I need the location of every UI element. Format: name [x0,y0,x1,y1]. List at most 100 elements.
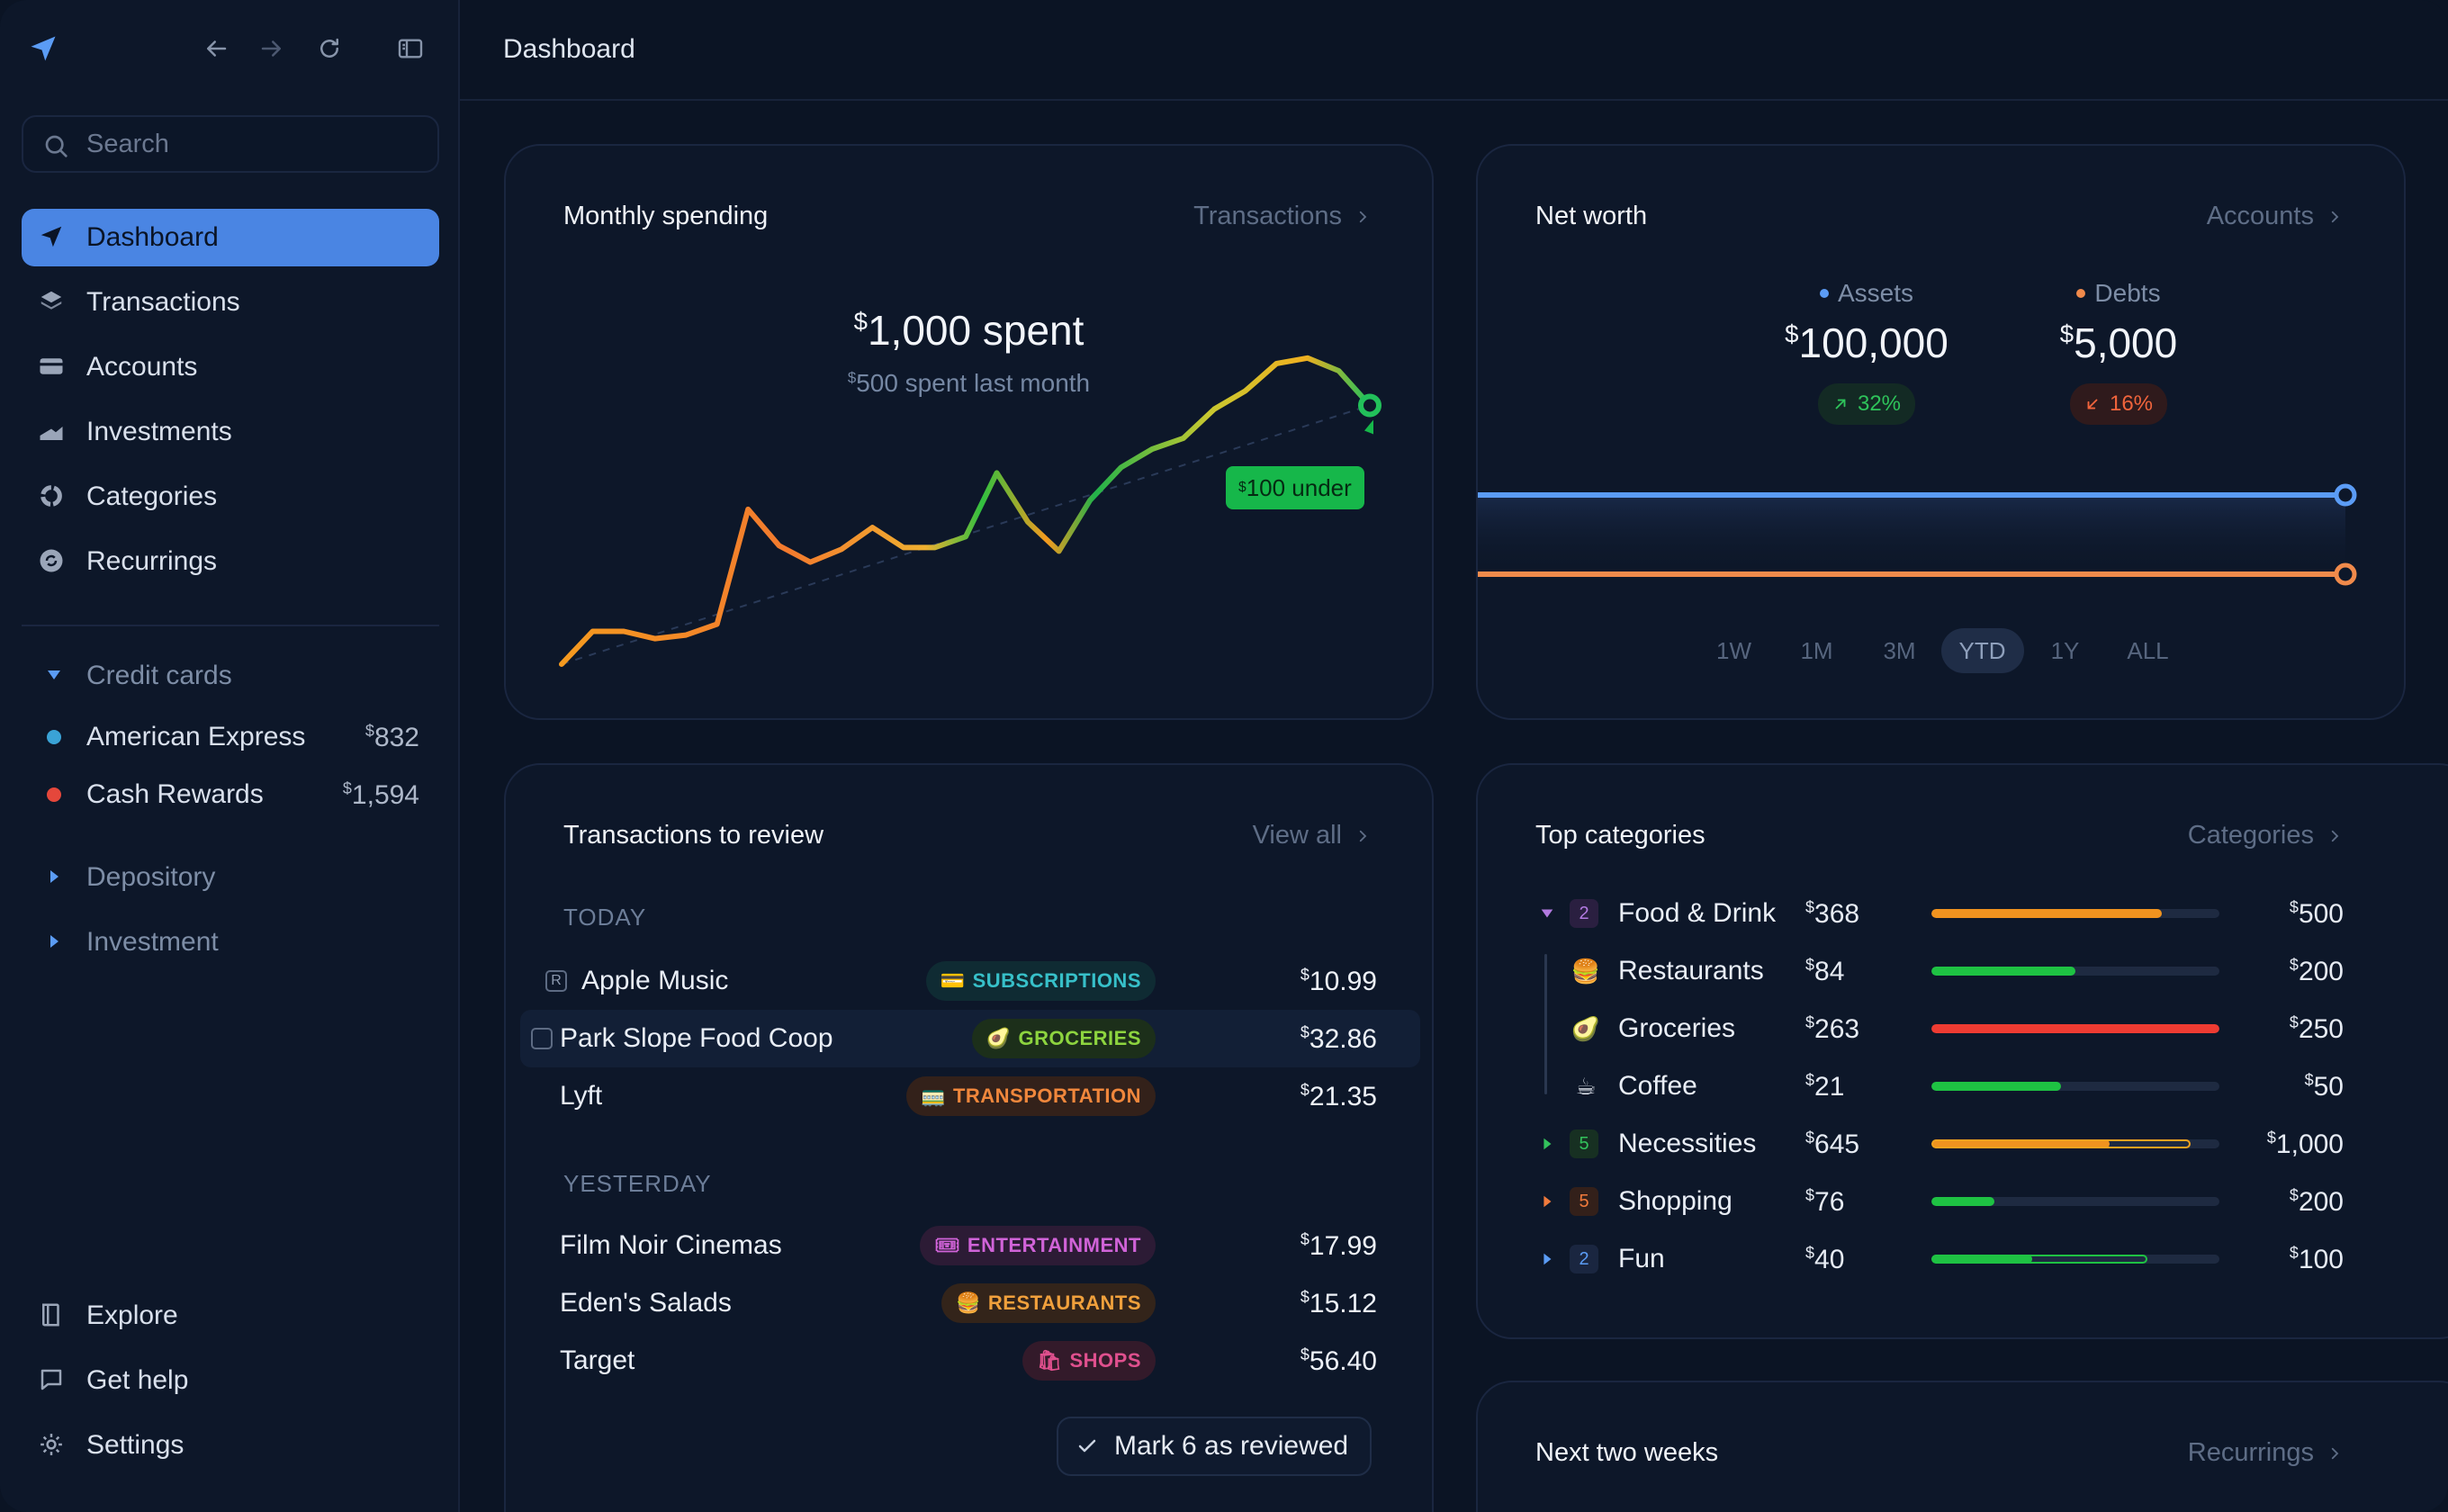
transaction-row[interactable]: Eden's Salads 🍔 RESTAURANTS $15.12 [520,1274,1420,1332]
account-cash-rewards[interactable]: Cash Rewards $1,594 [22,772,439,817]
category-tag[interactable]: 🛍 SHOPS [1022,1341,1156,1381]
card-title: Top categories [1535,821,1706,850]
view-all-link[interactable]: View all [1253,821,1371,850]
page-header: Dashboard [460,0,2448,101]
debts-value: 5,000 [2074,320,2178,366]
subcategory-guide-line [1544,954,1547,1094]
nav-recurrings[interactable]: Recurrings [22,533,439,590]
transaction-row[interactable]: Film Noir Cinemas 🎟 ENTERTAINMENT $17.99 [520,1217,1420,1274]
nav-get-help[interactable]: Get help [22,1352,439,1409]
debts-dot [2076,289,2086,298]
range-1w[interactable]: 1W [1716,636,1751,664]
group-credit-cards[interactable]: Credit cards [22,653,439,698]
category-row[interactable]: 🥑 Groceries $263 $250 [1534,1006,2344,1051]
spent-value: 40 [1814,1244,1845,1274]
arrow-up-right-icon [1835,399,1846,410]
category-budget: $100 [2289,1243,2344,1274]
nav-transactions[interactable]: Transactions [22,274,439,331]
category-row[interactable]: 2 Food & Drink $368 $500 [1534,891,2344,936]
section-today: TODAY [563,904,647,931]
nav-settings[interactable]: Settings [22,1417,439,1474]
category-tag[interactable]: 🥑 GROCERIES [971,1019,1156,1058]
nav-explore[interactable]: Explore [22,1287,439,1345]
projected-outline [1931,1255,2147,1264]
spent-value: 1,000 spent [867,307,1084,354]
group-investment[interactable]: Investment [22,920,439,965]
category-tag[interactable]: 🎟 ENTERTAINMENT [920,1226,1156,1265]
progress-fill [1931,1082,2061,1091]
subcategory-count-badge: 2 [1570,899,1598,928]
progress-fill [1931,1139,2110,1148]
account-american-express[interactable]: American Express $832 [22,715,439,760]
chevron-right-icon[interactable] [1539,1244,1555,1274]
category-row[interactable]: 5 Necessities $645 $1,000 [1534,1121,2344,1166]
next-two-weeks-card: Next two weeks Recurrings [1476,1381,2448,1512]
nav-dashboard[interactable]: Dashboard [22,209,439,266]
repeat-icon [38,547,67,576]
nav-investments[interactable]: Investments [22,403,439,461]
category-row[interactable]: 🍔 Restaurants $84 $200 [1534,949,2344,994]
refresh-icon[interactable] [311,31,347,67]
search-box[interactable] [22,115,439,173]
pie-icon [38,482,67,511]
card-title: Transactions to review [563,821,824,850]
recurring-checkbox[interactable]: R [545,970,567,992]
tram-emoji-icon: 🚃 [921,1084,946,1107]
range-1y[interactable]: 1Y [2050,636,2080,664]
budget-progress-bar [1931,1024,2219,1033]
range-3m[interactable]: 3M [1883,636,1916,664]
budget-value: 1,000 [2275,1129,2344,1159]
back-arrow-icon[interactable] [198,31,234,67]
category-name: Restaurants [1618,956,1764,986]
card-icon [38,353,67,382]
range-all[interactable]: ALL [2127,636,2169,664]
group-label: Investment [86,927,219,957]
transaction-row[interactable]: Park Slope Food Coop 🥑 GROCERIES $32.86 [520,1010,1420,1067]
nav-label: Categories [86,482,218,511]
nav-accounts[interactable]: Accounts [22,338,439,396]
range-ytd[interactable]: YTD [1940,628,2024,673]
chevron-right-icon[interactable] [1539,1186,1555,1217]
chevron-down-icon[interactable] [1539,898,1555,929]
transaction-row[interactable]: Target 🛍 SHOPS $56.40 [520,1332,1420,1390]
nav-categories[interactable]: Categories [22,468,439,526]
link-label: Accounts [2206,202,2314,230]
transaction-row[interactable]: Lyft 🚃 TRANSPORTATION $21.35 [520,1067,1420,1125]
category-tag[interactable]: 💳 SUBSCRIPTIONS [925,961,1156,1001]
search-input[interactable] [86,129,410,159]
current-point [1358,393,1382,418]
sidebar-toggle-icon[interactable] [392,31,428,67]
nav-label: Dashboard [86,222,219,252]
category-row[interactable]: ☕ Coffee $21 $50 [1534,1064,2344,1109]
nav-label: Settings [86,1430,184,1460]
link-label: Recurrings [2187,1438,2314,1467]
chat-bubble-icon [38,1366,67,1395]
group-depository[interactable]: Depository [22,855,439,900]
category-budget: $200 [2289,955,2344,986]
range-1m[interactable]: 1M [1800,636,1833,664]
category-row[interactable]: 5 Shopping $76 $200 [1534,1179,2344,1224]
categories-link[interactable]: Categories [2188,821,2343,850]
transaction-amount: $32.86 [1300,1022,1377,1054]
app-logo-icon[interactable] [25,31,61,67]
ticket-emoji-icon: 🎟 [934,1234,960,1256]
transactions-link[interactable]: Transactions [1193,202,1371,231]
category-tag[interactable]: 🍔 RESTAURANTS [941,1283,1156,1323]
debts-endpoint [2334,562,2357,586]
category-row[interactable]: 2 Fun $40 $100 [1534,1237,2344,1282]
budget-progress-bar [1931,1139,2219,1148]
chevron-right-icon[interactable] [1539,1129,1555,1159]
budget-value: 100 [2298,1244,2344,1274]
category-tag[interactable]: 🚃 TRANSPORTATION [906,1076,1156,1116]
accounts-link[interactable]: Accounts [2207,202,2343,231]
forward-arrow-icon[interactable] [254,31,290,67]
mark-reviewed-button[interactable]: Mark 6 as reviewed [1057,1417,1372,1476]
card-title: Monthly spending [563,202,769,230]
review-checkbox[interactable] [531,1028,553,1049]
recurrings-link[interactable]: Recurrings [2188,1438,2343,1468]
spent-value: 21 [1814,1071,1845,1102]
category-budget: $250 [2289,1012,2344,1044]
chevron-right-icon [45,927,63,958]
transaction-row[interactable]: R Apple Music 💳 SUBSCRIPTIONS $10.99 [520,952,1420,1010]
transaction-name: Park Slope Food Coop [560,1023,833,1053]
